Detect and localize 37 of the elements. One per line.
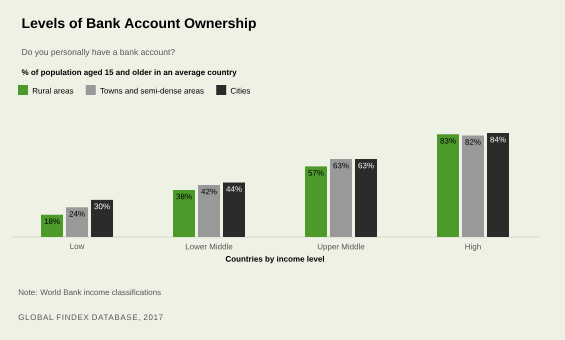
data-label: 24% [69, 210, 85, 217]
legend-title: % of population aged 15 and older in an average country [22, 69, 237, 77]
data-label: 38% [176, 194, 192, 200]
data-label: 57% [308, 170, 324, 176]
bar [330, 159, 352, 237]
bar [305, 166, 327, 237]
bar [198, 184, 220, 237]
bar [41, 214, 64, 237]
data-label: 63% [333, 162, 349, 168]
data-label: 82% [465, 139, 481, 145]
legend-label: Towns and semi-dense areas [100, 88, 204, 94]
bar [486, 133, 509, 237]
bar [355, 159, 377, 237]
bar [91, 200, 114, 237]
chart-subtitle: Do you personally have a bank account? [22, 48, 175, 57]
bar [462, 135, 484, 237]
legend-label: Rural areas [32, 88, 74, 94]
text: Note: World Bank income classifications [18, 289, 161, 296]
x-tick-label: Upper Middle [318, 244, 364, 251]
text: GLOBAL FINDEX DATABASE, 2017 [18, 314, 163, 322]
chart-title: Levels of Bank Account Ownership [22, 18, 256, 31]
legend-label: Cities [230, 88, 250, 94]
x-tick-label: Lower Middle [186, 244, 232, 250]
data-label: 30% [94, 204, 110, 210]
data-label: 63% [358, 162, 374, 168]
data-label: 83% [440, 138, 456, 144]
data-label: 44% [226, 186, 242, 192]
bar [173, 190, 196, 237]
x-tick-label: Low [70, 244, 84, 250]
x-tick-label: High [465, 244, 481, 251]
bar [436, 134, 459, 237]
data-label: 42% [201, 188, 217, 194]
data-label: 84% [490, 136, 506, 142]
data-label: 18% [44, 218, 60, 224]
bar [223, 182, 246, 237]
x-axis-title: Countries by income level [226, 256, 324, 264]
bar [66, 207, 88, 237]
